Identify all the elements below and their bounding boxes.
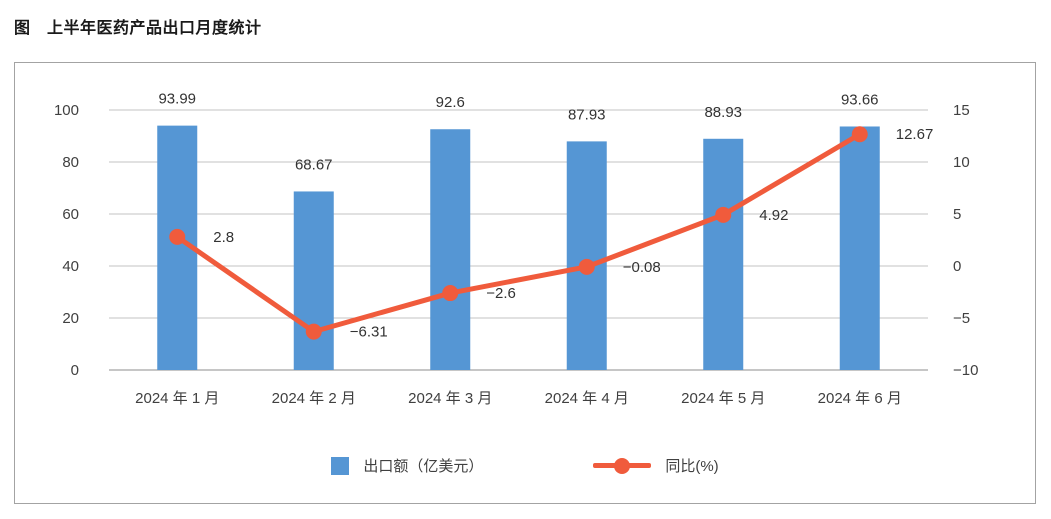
bar-value-label-3: 92.6 bbox=[436, 94, 465, 111]
yoy-point-5 bbox=[715, 206, 732, 223]
legend: 出口额（亿美元） 同比(%) bbox=[15, 455, 1035, 476]
legend-label-export: 出口额（亿美元） bbox=[363, 458, 484, 475]
left-axis-tick-40: 40 bbox=[62, 258, 79, 275]
yoy-value-label-4: −0.08 bbox=[623, 259, 661, 276]
bar-month-6 bbox=[839, 126, 880, 370]
right-axis-tick-5: 5 bbox=[953, 206, 961, 223]
right-axis-tick-−10: −10 bbox=[953, 362, 978, 379]
bar-month-3 bbox=[430, 129, 471, 370]
x-axis-label-1: 2024 年 1 月 bbox=[135, 390, 219, 407]
right-axis-tick-−5: −5 bbox=[953, 310, 970, 327]
combo-chart: 0 −10 20 −5 40 0 60 5 80 10 100 15 2024 年 1 月 2024 年 … bbox=[54, 91, 978, 407]
yoy-value-label-1: 2.8 bbox=[213, 229, 234, 246]
yoy-line bbox=[174, 131, 863, 335]
bar-value-label-2: 68.67 bbox=[295, 156, 333, 173]
bar-value-label-1: 93.99 bbox=[158, 91, 196, 108]
bar-swatch-icon bbox=[331, 456, 350, 475]
x-axis-label-5: 2024 年 5 月 bbox=[681, 390, 765, 407]
left-axis-tick-60: 60 bbox=[62, 206, 79, 223]
yoy-value-label-5: 4.92 bbox=[759, 207, 788, 224]
bar-value-label-6: 93.66 bbox=[841, 91, 879, 108]
right-axis-tick-10: 10 bbox=[953, 154, 970, 171]
yoy-point-6 bbox=[851, 126, 868, 143]
line-dot-icon bbox=[614, 457, 631, 474]
yoy-value-label-2: −6.31 bbox=[350, 324, 388, 341]
right-axis-tick-15: 15 bbox=[953, 102, 970, 119]
bar-month-2 bbox=[293, 191, 334, 370]
x-axis-label-3: 2024 年 3 月 bbox=[408, 390, 492, 407]
left-axis-tick-0: 0 bbox=[71, 362, 79, 379]
legend-item-yoy: 同比(%) bbox=[593, 455, 719, 476]
line-swatch-icon bbox=[593, 457, 652, 474]
yoy-value-label-6: 12.67 bbox=[896, 126, 934, 143]
yoy-value-label-3: −2.6 bbox=[486, 285, 516, 302]
legend-item-export: 出口额（亿美元） bbox=[331, 455, 483, 476]
x-axis-label-4: 2024 年 4 月 bbox=[545, 390, 629, 407]
right-axis-tick-0: 0 bbox=[953, 258, 961, 275]
bar-value-label-5: 88.93 bbox=[704, 104, 742, 121]
x-axis-label-2: 2024 年 2 月 bbox=[272, 390, 356, 407]
yoy-point-4 bbox=[578, 258, 595, 275]
yoy-point-2 bbox=[305, 323, 322, 340]
chart-title: 图 上半年医药产品出口月度统计 bbox=[14, 20, 262, 37]
left-axis-tick-20: 20 bbox=[62, 310, 79, 327]
left-axis-tick-100: 100 bbox=[54, 102, 79, 119]
legend-label-yoy: 同比(%) bbox=[665, 458, 719, 475]
yoy-point-1 bbox=[169, 228, 186, 245]
bar-month-4 bbox=[566, 141, 607, 370]
bar-month-5 bbox=[703, 138, 744, 370]
yoy-point-3 bbox=[442, 285, 459, 302]
left-axis-tick-80: 80 bbox=[62, 154, 79, 171]
bar-value-label-4: 87.93 bbox=[568, 106, 606, 123]
chart-box: 0 −10 20 −5 40 0 60 5 80 10 100 15 2024 年 1 月 2024 年 … bbox=[14, 62, 1036, 504]
x-axis-label-6: 2024 年 6 月 bbox=[818, 390, 902, 407]
